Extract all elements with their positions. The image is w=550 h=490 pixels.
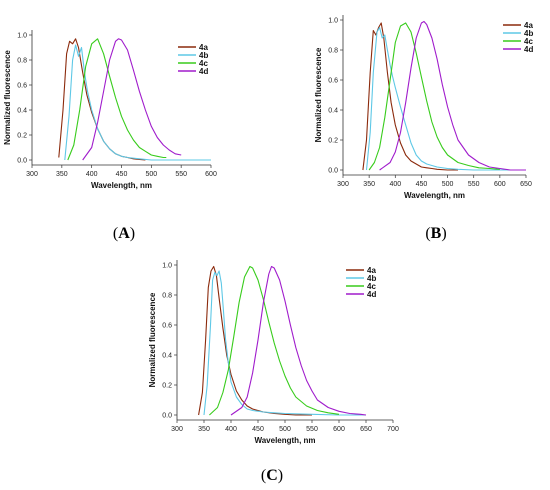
y-tick-label: 1.0	[328, 18, 338, 25]
series-line-4a	[362, 22, 458, 171]
series-line-4b	[203, 270, 366, 416]
y-tick-label: 0.6	[328, 78, 338, 85]
x-tick-label: 350	[56, 171, 68, 178]
x-tick-label: 350	[363, 181, 375, 188]
series-line-4c	[209, 265, 340, 416]
x-tick-label: 450	[116, 171, 128, 178]
legend-label-4a: 4a	[367, 266, 376, 275]
legend-label-4c: 4c	[199, 59, 208, 68]
series-line-4c	[368, 22, 500, 171]
x-tick-label: 700	[387, 426, 399, 433]
y-axis-label: Normalized fluorescence	[314, 47, 323, 142]
y-tick-label: 0.0	[162, 413, 172, 420]
series-line-4a	[198, 265, 312, 416]
x-axis-label: Wavelength, nm	[91, 181, 152, 190]
x-tick-label: 500	[279, 426, 291, 433]
y-tick-label: 0.4	[162, 353, 172, 360]
y-tick-label: 0.8	[17, 58, 27, 65]
x-tick-label: 300	[26, 171, 38, 178]
panel-label-b: (B)	[425, 225, 446, 242]
y-axis-label: Normalized fluorescence	[148, 292, 157, 387]
x-tick-label: 300	[337, 181, 349, 188]
legend-label-4a: 4a	[524, 21, 533, 30]
y-axis-label: Normalized fluorescence	[3, 50, 12, 145]
x-axis-label: Wavelength, nm	[404, 191, 465, 200]
legend-label-4c: 4c	[524, 37, 533, 46]
y-tick-label: 1.0	[17, 33, 27, 40]
y-tick-label: 0.6	[162, 323, 172, 330]
legend-label-4d: 4d	[199, 67, 208, 76]
legend-label-4b: 4b	[524, 29, 533, 38]
y-tick-label: 0.2	[17, 133, 27, 140]
x-tick-label: 550	[306, 426, 318, 433]
y-tick-label: 0.6	[17, 83, 27, 90]
panel-label-c: (C)	[261, 467, 283, 484]
legend-label-4c: 4c	[367, 282, 376, 291]
series-line-4d	[82, 38, 182, 161]
y-tick-label: 0.8	[162, 293, 172, 300]
x-tick-label: 500	[442, 181, 454, 188]
x-tick-label: 600	[205, 171, 217, 178]
x-tick-label: 650	[360, 426, 372, 433]
x-tick-label: 600	[494, 181, 506, 188]
y-tick-label: 0.2	[328, 138, 338, 145]
panel-label-a: (A)	[113, 225, 135, 242]
legend-label-4d: 4d	[367, 290, 376, 299]
x-tick-label: 650	[520, 181, 532, 188]
chart-panel-a: 300 350 400 450 500 550 600 0.0 0.2 0.4 0.6 0.8 1.0 W…	[3, 30, 217, 242]
series-line-4d	[379, 20, 526, 171]
y-tick-label: 0.8	[328, 48, 338, 55]
legend-label-4a: 4a	[199, 43, 208, 52]
x-tick-label: 400	[225, 426, 237, 433]
y-tick-label: 0.0	[17, 158, 27, 165]
x-tick-label: 500	[145, 171, 157, 178]
x-tick-label: 550	[175, 171, 187, 178]
x-tick-label: 600	[333, 426, 345, 433]
y-tick-label: 1.0	[162, 263, 172, 270]
legend-label-4d: 4d	[524, 45, 533, 54]
chart-panel-c: 300 350 400 450 500 550 600 650 700 0.0 0.2 0.4 0.6 0…	[148, 260, 399, 484]
series-line-4d	[230, 265, 367, 416]
chart-panel-b: 300 350 400 450 500 550 600 650 0.0 0.2 0.4 0.6 0.8 1…	[314, 15, 533, 242]
y-tick-label: 0.0	[328, 168, 338, 175]
x-tick-label: 450	[416, 181, 428, 188]
legend-label-4b: 4b	[199, 51, 208, 60]
series-line-4c	[67, 38, 167, 161]
y-tick-label: 0.2	[162, 383, 172, 390]
x-tick-label: 400	[389, 181, 401, 188]
y-tick-label: 0.4	[328, 108, 338, 115]
x-tick-label: 550	[468, 181, 480, 188]
x-tick-label: 300	[171, 426, 183, 433]
x-tick-label: 400	[86, 171, 98, 178]
x-tick-label: 450	[252, 426, 264, 433]
x-tick-label: 350	[198, 426, 210, 433]
legend-label-4b: 4b	[367, 274, 376, 283]
x-axis-label: Wavelength, nm	[254, 436, 315, 445]
series-line-4b	[64, 44, 211, 161]
y-tick-label: 0.4	[17, 108, 27, 115]
